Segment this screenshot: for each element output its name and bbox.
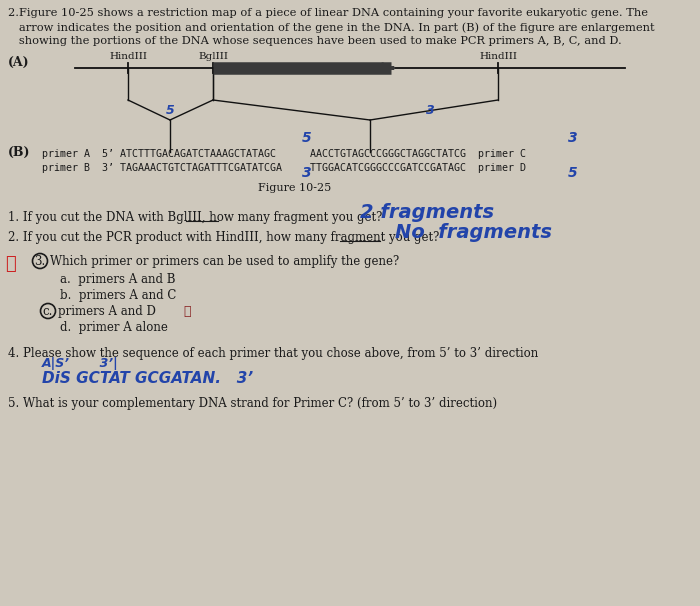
Text: 3: 3	[426, 104, 435, 117]
Text: 5. What is your complementary DNA strand for Primer C? (from 5’ to 3’ direction): 5. What is your complementary DNA strand…	[8, 397, 497, 410]
Text: Figure 10-25: Figure 10-25	[258, 183, 332, 193]
Text: ★: ★	[183, 305, 190, 318]
Text: primer A  5’ ATCTTTGACAGATCTAAAGCTATAGC: primer A 5’ ATCTTTGACAGATCTAAAGCTATAGC	[42, 149, 276, 159]
Text: 4. Please show the sequence of each primer that you chose above, from 5’ to 3’ d: 4. Please show the sequence of each prim…	[8, 347, 538, 360]
Text: arrow indicates the position and orientation of the gene in the DNA. In part (B): arrow indicates the position and orienta…	[8, 22, 655, 33]
Text: a.  primers A and B: a. primers A and B	[60, 273, 176, 286]
Text: primers A and D: primers A and D	[58, 305, 156, 318]
Text: 3: 3	[302, 166, 312, 180]
Text: 5: 5	[166, 104, 174, 117]
Text: 5: 5	[302, 131, 312, 145]
Text: ✗: ✗	[5, 255, 15, 273]
Text: 1. If you cut the DNA with BglIII, how many fragment you get?: 1. If you cut the DNA with BglIII, how m…	[8, 211, 382, 224]
Text: HindIII: HindIII	[479, 52, 517, 61]
Text: 5: 5	[568, 166, 578, 180]
Text: b.  primers A and C: b. primers A and C	[60, 289, 176, 302]
Text: No  fragments: No fragments	[395, 223, 552, 242]
Text: AACCTGTAGCCCGGGCTAGGCTATCG  primer C: AACCTGTAGCCCGGGCTAGGCTATCG primer C	[310, 149, 526, 159]
Text: d.  primer A alone: d. primer A alone	[60, 321, 168, 334]
Text: DiS GCTAT GCGATAN.   3’: DiS GCTAT GCGATAN. 3’	[42, 371, 253, 386]
Text: (B): (B)	[8, 146, 31, 159]
Text: HindIII: HindIII	[109, 52, 147, 61]
Text: 3: 3	[568, 131, 578, 145]
Text: TTGGACATCGGGCCCGATCCGATAGC  primer D: TTGGACATCGGGCCCGATCCGATAGC primer D	[310, 163, 526, 173]
Text: primer B  3’ TAGAAACTGTCTAGATTTCGATATCGA: primer B 3’ TAGAAACTGTCTAGATTTCGATATCGA	[42, 163, 282, 173]
Text: 2.Figure 10-25 shows a restriction map of a piece of linear DNA containing your : 2.Figure 10-25 shows a restriction map o…	[8, 8, 648, 18]
Text: (A): (A)	[8, 56, 29, 69]
Text: showing the portions of the DNA whose sequences have been used to make PCR prime: showing the portions of the DNA whose se…	[8, 36, 622, 46]
Text: 2. If you cut the PCR product with HindIII, how many fragment you get?: 2. If you cut the PCR product with HindI…	[8, 231, 440, 244]
Text: c.: c.	[43, 305, 53, 318]
Text: BglIII: BglIII	[198, 52, 228, 61]
Text: 3.: 3.	[34, 255, 46, 268]
Text: 2 fragments: 2 fragments	[360, 203, 494, 222]
Text: Which primer or primers can be used to amplify the gene?: Which primer or primers can be used to a…	[50, 255, 399, 268]
Text: A|S’       3’|: A|S’ 3’|	[42, 357, 119, 370]
